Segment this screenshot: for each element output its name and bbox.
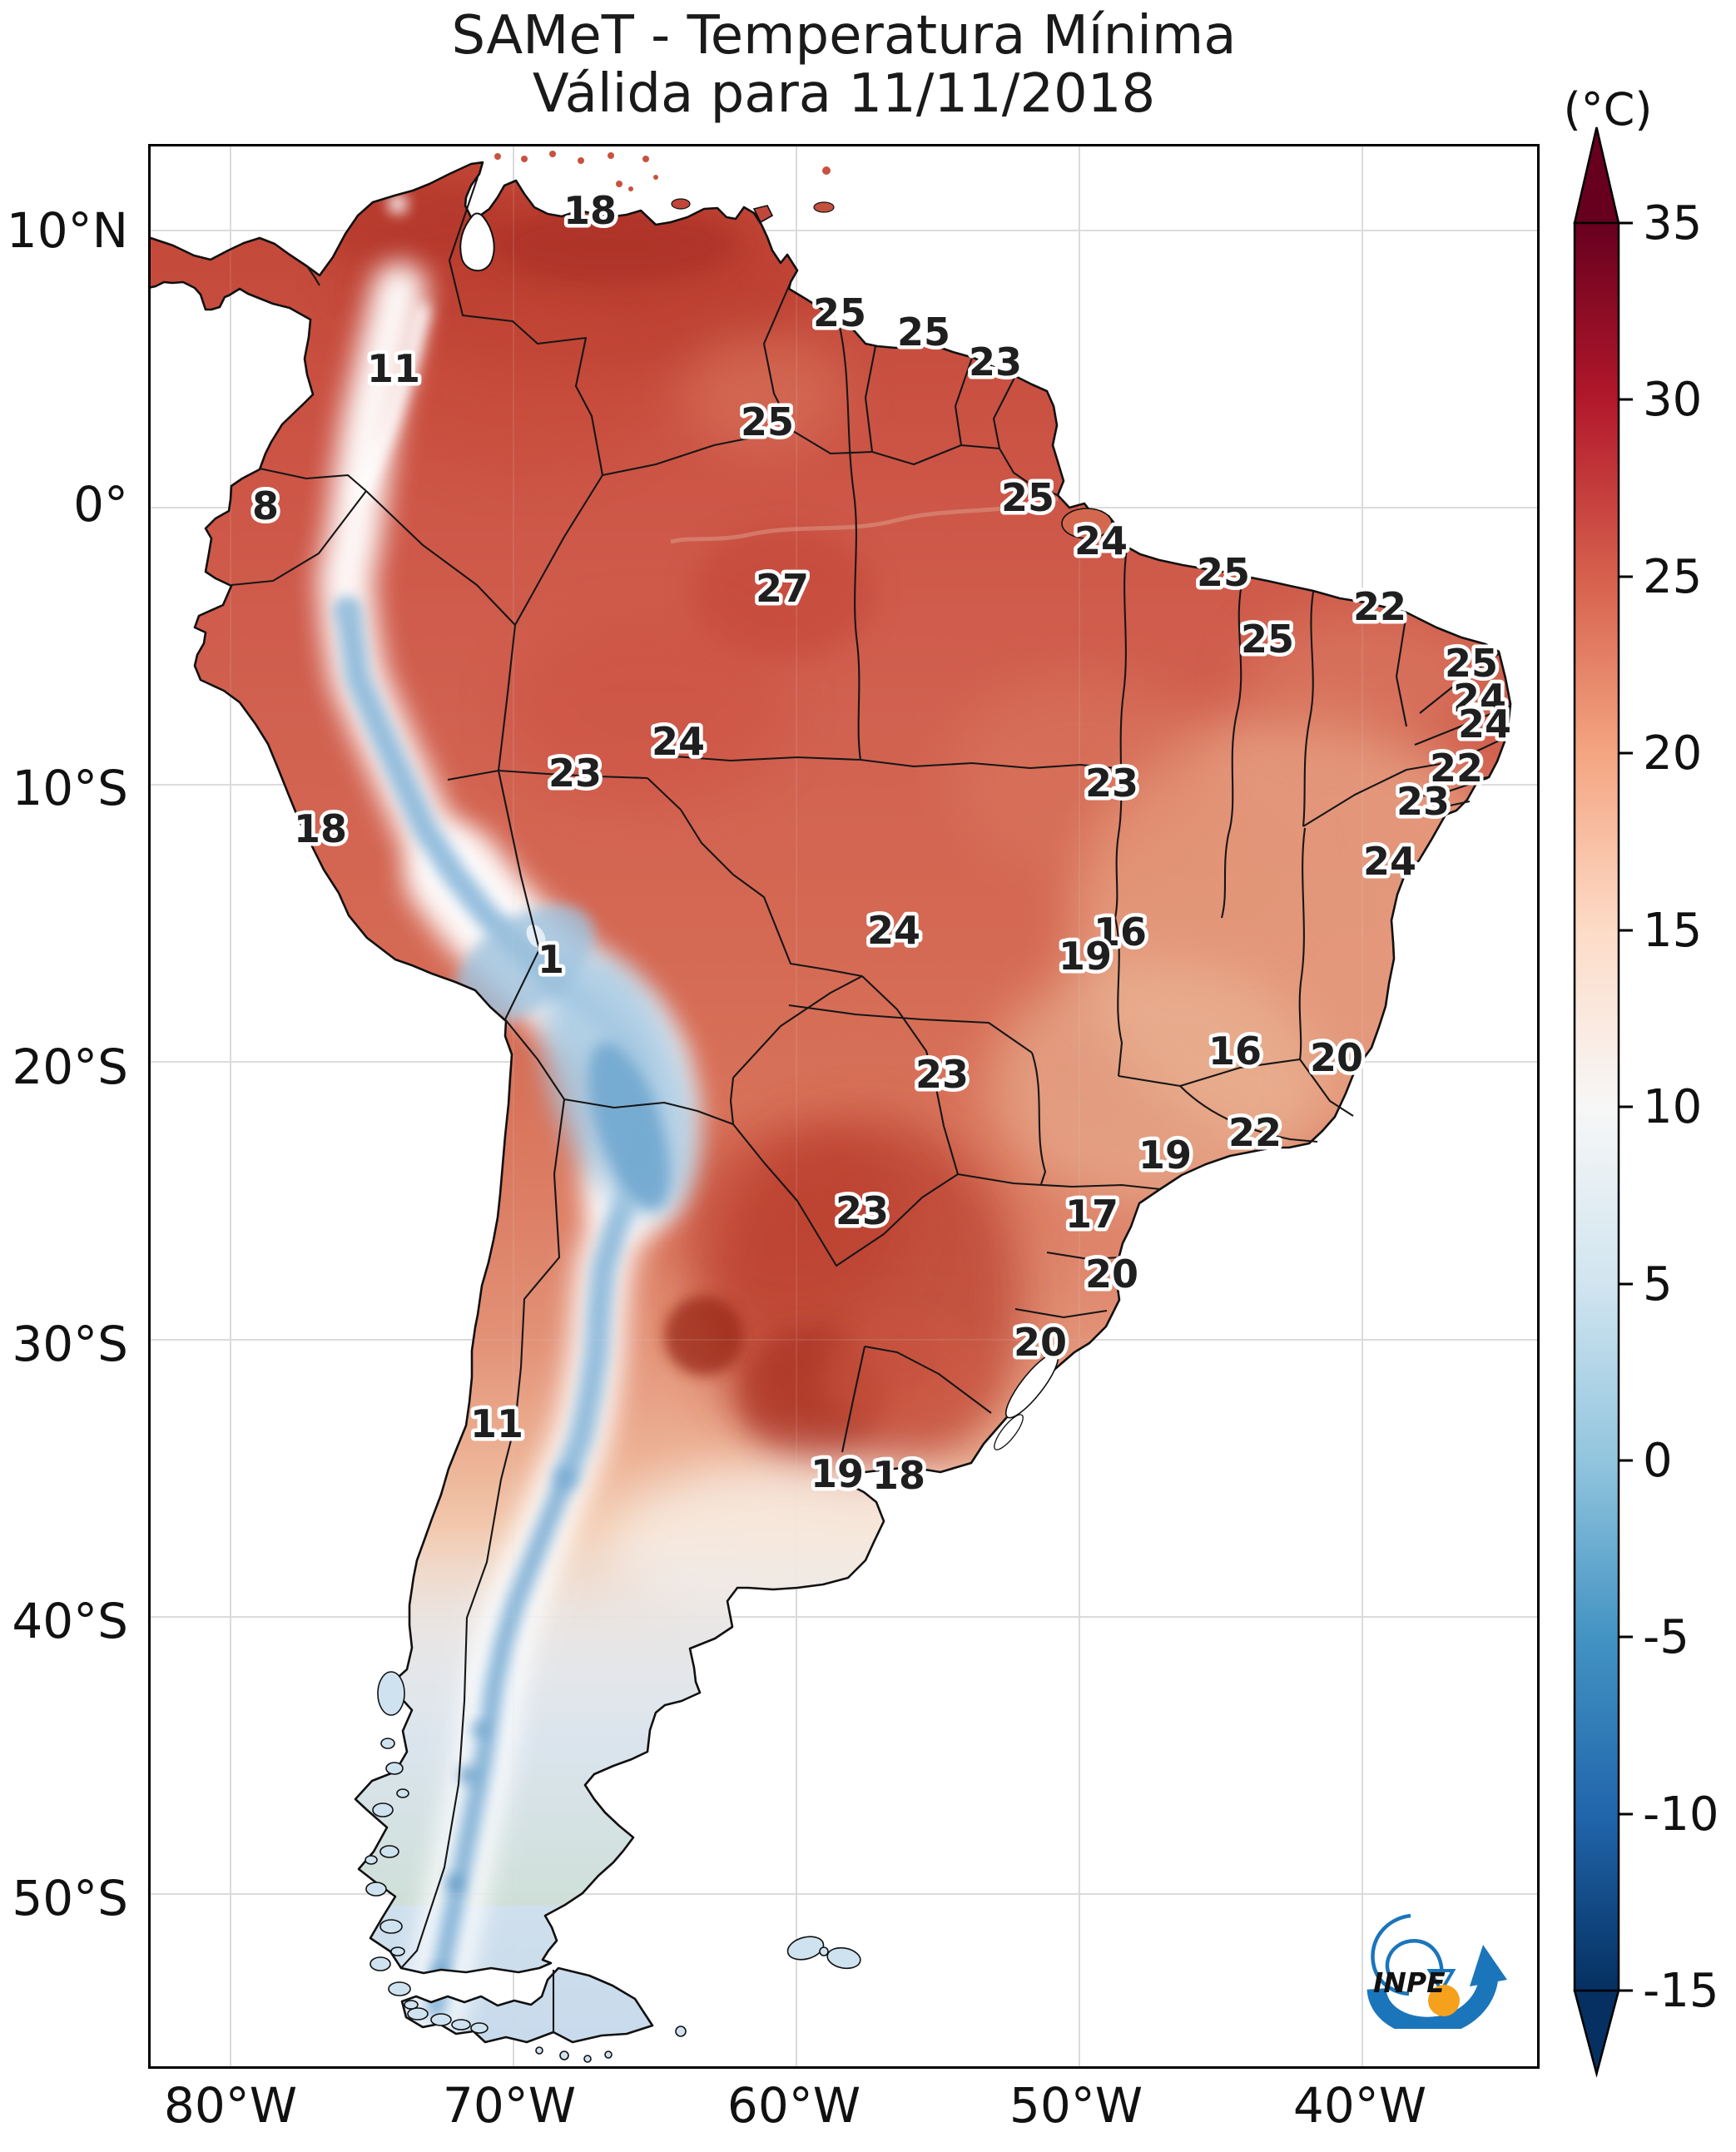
map-frame-border — [148, 144, 1540, 2069]
title-line-1: SAMeT - Temperatura Mínima — [451, 5, 1237, 67]
figure-title: SAMeT - Temperatura Mínima Válida para 1… — [148, 7, 1540, 123]
colorbar-tick-label: 10 — [1643, 1080, 1702, 1134]
temperature-label: 25 — [813, 290, 866, 335]
lon-tick-label: 50°W — [1009, 2077, 1143, 2134]
temperature-label: 25 — [741, 399, 794, 444]
title-line-2: Válida para 11/11/2018 — [532, 63, 1156, 125]
lat-tick-label: 40°S — [12, 1593, 128, 1649]
colorbar-tick-label: 0 — [1643, 1434, 1673, 1488]
temperature-label: 23 — [836, 1188, 889, 1233]
temperature-label: 25 — [1241, 617, 1294, 662]
colorbar-tick-label: 15 — [1643, 904, 1702, 958]
colorbar-tick-label: -15 — [1643, 1964, 1719, 2018]
temperature-label: 23 — [915, 1052, 969, 1097]
temperature-label: 11 — [367, 346, 420, 391]
colorbar-tick-label: -10 — [1643, 1788, 1719, 1842]
temperature-label: 1 — [538, 937, 564, 982]
temperature-label: 24 — [1453, 676, 1506, 721]
temperature-label: 16 — [1094, 910, 1147, 955]
political-borders — [231, 176, 1511, 2032]
logo-hollow-arrowhead — [1426, 1969, 1456, 1994]
temperature-label: 22 — [1430, 746, 1483, 791]
colorbar-lower-arrow — [1573, 1989, 1620, 2078]
temperature-label: 18 — [563, 188, 617, 233]
lon-tick-label: 40°W — [1292, 2077, 1427, 2134]
fjord-islands — [365, 1671, 687, 2063]
colorbar-tick-label: 35 — [1643, 196, 1702, 250]
lat-tick-label: 50°S — [12, 1870, 128, 1926]
lat-tick-label: 10°S — [12, 760, 128, 816]
temperature-label: 20 — [1310, 1035, 1363, 1080]
lat-tick-label: 10°N — [6, 202, 128, 259]
logo-orbit-inner — [1385, 1939, 1444, 1980]
colorbar-ticks: 35 30 25 20 15 10 5 0 -5 -10 -15 — [1619, 196, 1719, 2018]
colorbar-tick-label: -5 — [1643, 1610, 1689, 1664]
logo-text: INPE — [1373, 1966, 1446, 1999]
inpe-logo: INPE — [1366, 1913, 1507, 2029]
temperature-label: 23 — [1085, 761, 1138, 806]
temperature-label: 27 — [756, 566, 809, 611]
logo-orbit-outer — [1371, 1913, 1411, 1996]
temperature-label: 25 — [897, 310, 950, 355]
lakes — [459, 212, 1113, 1450]
temperature-label: 22 — [1353, 584, 1406, 629]
lon-tick-label: 60°W — [727, 2077, 861, 2134]
logo-arrowhead — [1470, 1945, 1507, 1986]
temperature-label: 24 — [652, 719, 705, 764]
temperature-label: 24 — [867, 908, 920, 953]
temperature-label: 23 — [548, 751, 602, 796]
colorbar: 35 30 25 20 15 10 5 0 -5 -10 -15 — [1573, 126, 1719, 2078]
colorbar-upper-arrow — [1573, 126, 1620, 225]
temperature-label: 18 — [294, 806, 347, 851]
lat-tick-label: 0° — [73, 476, 128, 533]
temperature-label: 20 — [1014, 1320, 1067, 1365]
temperature-label: 25 — [1001, 475, 1054, 520]
logo-orange-dot — [1428, 1985, 1460, 2016]
coastlines — [148, 151, 1512, 2063]
temperature-label: 24 — [1458, 702, 1511, 746]
colorbar-unit-label: (°C) — [1563, 83, 1653, 136]
temperature-label: 23 — [969, 340, 1022, 384]
temperature-label: 8 — [252, 483, 279, 528]
lon-tick-label: 70°W — [442, 2077, 577, 2134]
temperature-label: 11 — [470, 1401, 523, 1446]
temperature-label: 22 — [1228, 1110, 1282, 1155]
temperature-label: 20 — [1085, 1252, 1138, 1297]
lat-tick-label: 20°S — [12, 1039, 128, 1095]
temperature-label: 19 — [1138, 1133, 1192, 1178]
lon-tick-label: 80°W — [163, 2077, 298, 2134]
colorbar-tick-label: 5 — [1643, 1257, 1673, 1312]
colorbar-gradient-bar — [1573, 221, 1620, 1992]
latitude-axis: 10°N 0° 10°S 20°S 30°S 40°S 50°S — [0, 0, 131, 2152]
lat-tick-label: 30°S — [12, 1316, 128, 1372]
temperature-label: 23 — [1396, 779, 1450, 824]
colorbar-tick-label: 30 — [1643, 373, 1702, 427]
temperature-label: 16 — [1208, 1029, 1262, 1074]
colorbar-tick-label: 20 — [1643, 726, 1702, 781]
temperature-label: 24 — [1074, 518, 1128, 563]
temperature-label: 17 — [1065, 1192, 1118, 1237]
caribbean-islands — [494, 151, 835, 224]
temperature-label: 25 — [1197, 550, 1250, 595]
temperature-label: 24 — [1363, 839, 1416, 884]
temperature-label: 19 — [811, 1451, 864, 1496]
colorbar-tick-label: 25 — [1643, 550, 1702, 604]
logo-swoosh — [1366, 1976, 1499, 2029]
temperature-label: 19 — [1059, 934, 1112, 979]
temperature-label: 25 — [1445, 641, 1498, 686]
temperature-label: 18 — [872, 1453, 925, 1498]
falkland-islands — [786, 1936, 861, 1970]
